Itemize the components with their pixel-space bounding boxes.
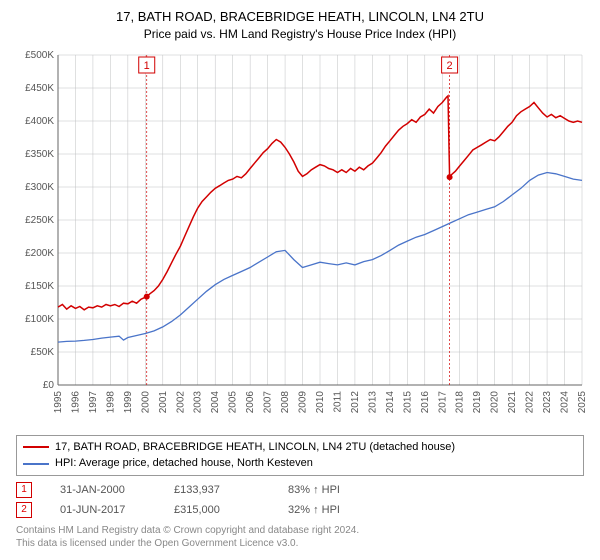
legend-row: HPI: Average price, detached house, Nort… — [23, 455, 577, 472]
x-tick-label: 1999 — [123, 391, 134, 414]
legend-label: 17, BATH ROAD, BRACEBRIDGE HEATH, LINCOL… — [55, 439, 455, 456]
callout-pct: 32% ↑ HPI — [288, 504, 340, 516]
callout-row: 2 01-JUN-2017 £315,000 32% ↑ HPI — [16, 500, 584, 520]
y-tick-label: £500K — [25, 50, 54, 61]
x-tick-label: 2009 — [298, 391, 309, 414]
callout-date: 31-JAN-2000 — [60, 484, 146, 496]
x-tick-label: 2024 — [560, 391, 571, 414]
x-tick-label: 2017 — [437, 391, 448, 414]
x-tick-label: 2002 — [175, 391, 186, 414]
callout-date: 01-JUN-2017 — [60, 504, 146, 516]
chart-title-line1: 17, BATH ROAD, BRACEBRIDGE HEATH, LINCOL… — [14, 8, 586, 26]
footer-attribution: Contains HM Land Registry data © Crown c… — [16, 524, 584, 550]
footer-line2: This data is licensed under the Open Gov… — [16, 537, 584, 550]
x-tick-label: 2004 — [210, 391, 221, 414]
legend-swatch — [23, 446, 49, 448]
y-tick-label: £250K — [25, 215, 54, 226]
chart-title-line2: Price paid vs. HM Land Registry's House … — [14, 26, 586, 43]
x-tick-label: 2020 — [490, 391, 501, 414]
callout-price: £133,937 — [174, 484, 260, 496]
y-tick-label: £0 — [43, 380, 55, 391]
x-tick-label: 1997 — [88, 391, 99, 414]
callout-table: 1 31-JAN-2000 £133,937 83% ↑ HPI 2 01-JUN-201… — [16, 480, 584, 520]
x-tick-label: 2019 — [472, 391, 483, 414]
legend-row: 17, BATH ROAD, BRACEBRIDGE HEATH, LINCOL… — [23, 439, 577, 456]
x-tick-label: 1995 — [53, 391, 64, 414]
callout-row-num: 2 — [16, 502, 32, 518]
x-tick-label: 2001 — [158, 391, 169, 414]
chart-area: £0 £50K £100K £150K £200K £250K £300K £350K £400… — [14, 49, 586, 429]
x-tick-label: 2003 — [193, 391, 204, 414]
callout-pct: 83% ↑ HPI — [288, 484, 340, 496]
legend-label: HPI: Average price, detached house, Nort… — [55, 455, 313, 472]
x-tick-label: 2015 — [402, 391, 413, 414]
callout-row-num: 1 — [16, 482, 32, 498]
y-tick-label: £50K — [31, 347, 55, 358]
x-tick-label: 2014 — [385, 391, 396, 414]
x-tick-label: 2006 — [245, 391, 256, 414]
x-tick-label: 2025 — [577, 391, 586, 414]
x-tick-label: 2013 — [367, 391, 378, 414]
x-tick-label: 2021 — [507, 391, 518, 414]
x-tick-label: 2023 — [542, 391, 553, 414]
x-tick-label: 2005 — [228, 391, 239, 414]
x-tick-label: 2011 — [332, 391, 343, 413]
legend-swatch — [23, 463, 49, 465]
x-tick-label: 2012 — [350, 391, 361, 414]
y-tick-label: £100K — [25, 314, 54, 325]
y-tick-label: £350K — [25, 149, 54, 160]
x-tick-label: 2008 — [280, 391, 291, 414]
x-tick-label: 2007 — [263, 391, 274, 414]
callout-num: 2 — [447, 60, 453, 72]
footer-line1: Contains HM Land Registry data © Crown c… — [16, 524, 584, 537]
y-tick-label: £200K — [25, 248, 54, 259]
y-tick-label: £150K — [25, 281, 54, 292]
y-tick-label: £450K — [25, 83, 54, 94]
legend-box: 17, BATH ROAD, BRACEBRIDGE HEATH, LINCOL… — [16, 435, 584, 476]
callout-num: 1 — [144, 60, 150, 72]
x-tick-label: 2022 — [525, 391, 536, 414]
x-tick-label: 2000 — [140, 391, 151, 414]
y-tick-label: £300K — [25, 182, 54, 193]
callout-marker — [144, 294, 150, 300]
x-tick-label: 1998 — [105, 391, 116, 414]
x-tick-label: 2016 — [420, 391, 431, 414]
x-tick-label: 2010 — [315, 391, 326, 414]
y-tick-label: £400K — [25, 116, 54, 127]
x-tick-label: 1996 — [70, 391, 81, 414]
callout-row: 1 31-JAN-2000 £133,937 83% ↑ HPI — [16, 480, 584, 500]
x-tick-label: 2018 — [455, 391, 466, 414]
callout-marker — [447, 174, 453, 180]
callout-price: £315,000 — [174, 504, 260, 516]
